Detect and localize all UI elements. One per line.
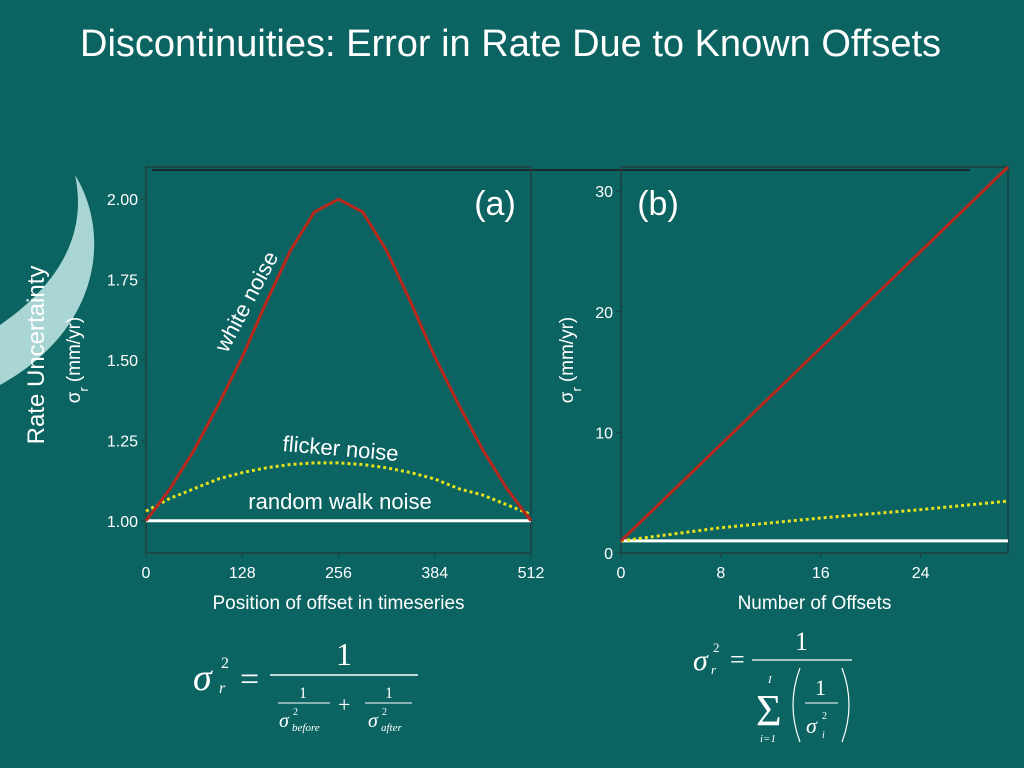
- x-axis-label: Position of offset in timeseries: [212, 593, 464, 614]
- panel-label: (a): [474, 185, 516, 223]
- formula-token: 2: [822, 711, 827, 722]
- formula-token: before: [292, 722, 320, 734]
- y-tick-label: 2.00: [107, 192, 138, 209]
- y-axis-symbol: σ: [557, 391, 578, 403]
- y-tick-label: 1.75: [107, 273, 138, 290]
- slide-title: Discontinuities: Error in Rate Due to Kn…: [80, 23, 942, 65]
- series-line: [620, 499, 1009, 543]
- formula-token: 1: [385, 685, 393, 702]
- series-label: flicker noise: [282, 431, 400, 466]
- y-tick-label: 20: [595, 305, 613, 322]
- formula-token: r: [219, 680, 226, 697]
- y-tick-label: 1.00: [107, 514, 138, 531]
- x-tick-label: 384: [421, 565, 448, 582]
- y-tick-label: 0: [604, 546, 613, 563]
- series-label: white noise: [209, 247, 283, 357]
- y-axis-subscript: r: [76, 387, 91, 392]
- formula-a: σ 2 r = 1 1 σ 2 before + 1 σ 2 after: [193, 636, 418, 734]
- x-tick-label: 24: [912, 565, 930, 582]
- paren: [841, 667, 850, 743]
- formula-token: i: [822, 730, 825, 741]
- formula-token: 2: [382, 707, 387, 718]
- formula-token: r: [711, 662, 717, 677]
- formula-token: 2: [293, 707, 298, 718]
- formula-b: σ 2 r = 1 I Σ i=1 1 σ 2 i: [693, 627, 852, 745]
- formula-token: σ: [693, 644, 709, 677]
- decoration: [0, 175, 95, 385]
- y-axis-label: σr (mm/yr): [557, 317, 584, 404]
- panel-label: (b): [637, 185, 679, 223]
- x-tick-label: 0: [617, 565, 626, 582]
- formula-token: 1: [299, 685, 307, 702]
- x-axis-label: Number of Offsets: [738, 593, 892, 614]
- formula-token: 2: [713, 640, 720, 655]
- formula-token: 2: [221, 655, 229, 672]
- paren: [792, 667, 801, 743]
- formula-token: after: [381, 722, 402, 734]
- formula-token: σ: [368, 710, 379, 732]
- y-axis-subscript: r: [569, 387, 584, 392]
- x-tick-label: 256: [325, 565, 352, 582]
- formula-token: 1: [336, 636, 352, 672]
- y-axis-label: σr (mm/yr): [64, 317, 91, 404]
- y-axis-unit: (mm/yr): [557, 317, 578, 382]
- x-tick-label: 16: [812, 565, 830, 582]
- x-tick-label: 8: [716, 565, 725, 582]
- formula-token: Σ: [756, 686, 782, 735]
- series-line: [144, 197, 533, 522]
- formula-token: σ: [279, 710, 290, 732]
- formula-token: i=1: [760, 733, 776, 745]
- formula-token: I: [767, 674, 773, 686]
- formula-token: =: [240, 661, 259, 698]
- side-label: Rate Uncertainty: [23, 266, 50, 445]
- formula-token: σ: [193, 657, 213, 699]
- formula-token: 1: [815, 675, 826, 700]
- y-axis-symbol: σ: [64, 391, 85, 403]
- x-tick-label: 0: [142, 565, 151, 582]
- y-tick-label: 1.25: [107, 433, 138, 450]
- plot-frame: [620, 166, 1009, 554]
- formula-token: 1: [795, 627, 808, 656]
- series-line: [619, 165, 1010, 542]
- formula-token: =: [730, 645, 745, 674]
- y-tick-label: 10: [595, 425, 613, 442]
- y-tick-label: 30: [595, 184, 613, 201]
- series-label: random walk noise: [248, 489, 431, 514]
- x-tick-label: 128: [229, 565, 256, 582]
- formula-token: σ: [806, 713, 818, 738]
- y-tick-label: 1.50: [107, 353, 138, 370]
- formula-token: +: [338, 692, 350, 717]
- x-tick-label: 512: [518, 565, 545, 582]
- y-axis-unit: (mm/yr): [64, 317, 85, 382]
